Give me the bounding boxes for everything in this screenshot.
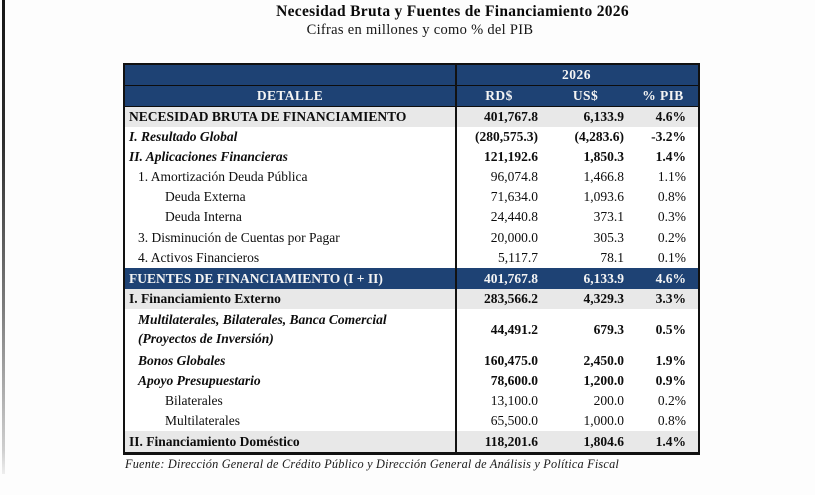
value-uss: 1,093.6 <box>583 189 625 204</box>
col-header-pib: % PIB <box>642 88 684 103</box>
value-pib: 0.1% <box>657 250 686 265</box>
value-pib: 1.9% <box>655 353 686 368</box>
row-label-line2: (Proyectos de Inversión) <box>138 331 274 346</box>
row-label: Apoyo Presupuestario <box>138 373 261 388</box>
value-rds: 401,767.8 <box>484 109 538 124</box>
value-uss: 305.3 <box>593 229 624 245</box>
value-pib: 1.1% <box>657 169 686 184</box>
row-amortizacion-deuda-publica: 1. Amortización Deuda Pública 96,074.8 1… <box>125 167 698 187</box>
row-label: II. Aplicaciones Financieras <box>129 149 288 164</box>
value-pib: 4.6% <box>655 270 686 286</box>
row-label: I. Financiamiento Externo <box>129 291 281 306</box>
value-pib: 0.8% <box>657 189 686 204</box>
value-uss: 1,000.0 <box>583 413 625 428</box>
value-uss: 373.1 <box>593 209 624 224</box>
row-deuda-interna: Deuda Interna 24,440.8 373.1 0.3% <box>125 207 698 227</box>
value-uss: 679.3 <box>593 322 624 337</box>
row-financiamiento-domestico: II. Financiamiento Doméstico 118,201.6 1… <box>125 431 698 452</box>
source-note: Fuente: Dirección General de Crédito Púb… <box>125 457 620 471</box>
value-pib: 3.3% <box>655 291 686 306</box>
header-empty-cell <box>125 65 455 85</box>
value-rds: 24,440.8 <box>490 209 538 224</box>
value-rds: 96,074.8 <box>490 169 538 184</box>
table-header-columns-row: DETALLE RD$ US$ % PIB <box>125 86 698 107</box>
value-rds: 13,100.0 <box>490 393 538 408</box>
value-rds: 121,192.6 <box>484 149 538 164</box>
value-uss: 6,133.9 <box>583 109 625 124</box>
row-label: NECESIDAD BRUTA DE FINANCIAMIENTO <box>129 109 407 124</box>
value-pib: 0.5% <box>655 322 686 337</box>
value-pib: 4.6% <box>655 109 686 124</box>
row-financiamiento-externo: I. Financiamiento Externo 283,566.2 4,32… <box>125 289 698 309</box>
year-header: 2026 <box>562 67 591 82</box>
row-multilaterales-banca-comercial: Multilaterales, Bilaterales, Banca Comer… <box>125 309 698 351</box>
row-label: Deuda Interna <box>165 209 242 224</box>
value-pib: 0.8% <box>657 413 686 428</box>
row-apoyo-presupuestario: Apoyo Presupuestario 78,600.0 1,200.0 0.… <box>125 371 698 391</box>
value-pib: 0.2% <box>657 393 686 408</box>
row-label: 1. Amortización Deuda Pública <box>138 169 308 184</box>
row-disminucion-cuentas: 3. Disminución de Cuentas por Pagar 20,0… <box>125 227 698 248</box>
row-label: Multilaterales, Bilaterales, Banca Comer… <box>125 311 455 349</box>
financing-table: 2026 DETALLE RD$ US$ % PIB NECESIDAD BRU… <box>123 63 700 455</box>
row-label: Multilaterales <box>165 413 240 428</box>
value-rds: 65,500.0 <box>490 413 538 428</box>
col-header-rds: RD$ <box>485 88 513 103</box>
value-uss: 1,200.0 <box>583 373 625 388</box>
value-rds: 71,634.0 <box>490 189 538 204</box>
row-aplicaciones-financieras: II. Aplicaciones Financieras 121,192.6 1… <box>125 147 698 167</box>
row-label: I. Resultado Global <box>129 129 238 144</box>
value-uss: 78.1 <box>600 250 624 265</box>
value-pib: 1.4% <box>655 149 686 164</box>
value-pib: 0.3% <box>657 209 686 224</box>
value-uss: 6,133.9 <box>583 270 625 286</box>
value-rds: (280,575.3) <box>475 129 538 144</box>
value-pib: 0.2% <box>657 229 686 245</box>
table-header-year-row: 2026 <box>125 65 698 86</box>
row-bonos-globales: Bonos Globales 160,475.0 2,450.0 1.9% <box>125 351 698 371</box>
row-label: II. Financiamiento Doméstico <box>129 433 300 449</box>
row-label: Deuda Externa <box>165 189 246 204</box>
value-rds: 78,600.0 <box>490 373 538 388</box>
value-uss: 2,450.0 <box>583 353 625 368</box>
row-label: Bonos Globales <box>138 353 226 368</box>
value-uss: 200.0 <box>593 393 624 408</box>
value-uss: 1,466.8 <box>583 169 625 184</box>
value-pib: -3.2% <box>651 129 686 144</box>
value-uss: 1,804.6 <box>583 433 625 449</box>
value-rds: 283,566.2 <box>484 291 538 306</box>
value-uss: 1,850.3 <box>583 149 625 164</box>
scan-edge-artifact <box>2 0 5 474</box>
value-rds: 5,117.7 <box>498 250 538 265</box>
value-pib: 0.9% <box>655 373 686 388</box>
row-resultado-global: I. Resultado Global (280,575.3) (4,283.6… <box>125 127 698 147</box>
document-title: Necesidad Bruta y Fuentes de Financiamie… <box>276 3 629 20</box>
row-multilaterales: Multilaterales 65,500.0 1,000.0 0.8% <box>125 411 698 431</box>
value-rds: 160,475.0 <box>484 353 538 368</box>
row-label-line1: Multilaterales, Bilaterales, Banca Comer… <box>138 312 387 328</box>
row-label: FUENTES DE FINANCIAMIENTO (I + II) <box>129 270 383 286</box>
row-label: Bilaterales <box>165 393 223 408</box>
value-rds: 44,491.2 <box>490 322 538 337</box>
value-uss: 4,329.3 <box>583 291 625 306</box>
document-subtitle: Cifras en millones y como % del PIB <box>306 22 534 38</box>
row-activos-financieros: 4. Activos Financieros 5,117.7 78.1 0.1% <box>125 248 698 268</box>
row-necesidad-bruta: NECESIDAD BRUTA DE FINANCIAMIENTO 401,76… <box>125 107 698 127</box>
row-deuda-externa: Deuda Externa 71,634.0 1,093.6 0.8% <box>125 187 698 207</box>
value-rds: 20,000.0 <box>490 229 538 245</box>
row-label: 3. Disminución de Cuentas por Pagar <box>138 229 340 245</box>
col-header-detalle: DETALLE <box>256 88 324 103</box>
row-fuentes-de-financiamiento: FUENTES DE FINANCIAMIENTO (I + II) 401,7… <box>125 268 698 289</box>
col-header-uss: US$ <box>572 88 599 103</box>
value-uss: (4,283.6) <box>574 129 625 144</box>
value-pib: 1.4% <box>655 433 686 449</box>
value-rds: 118,201.6 <box>484 433 538 449</box>
row-label: 4. Activos Financieros <box>138 250 260 265</box>
value-rds: 401,767.8 <box>484 270 538 286</box>
column-divider-line <box>455 65 457 452</box>
row-bilaterales: Bilaterales 13,100.0 200.0 0.2% <box>125 391 698 411</box>
